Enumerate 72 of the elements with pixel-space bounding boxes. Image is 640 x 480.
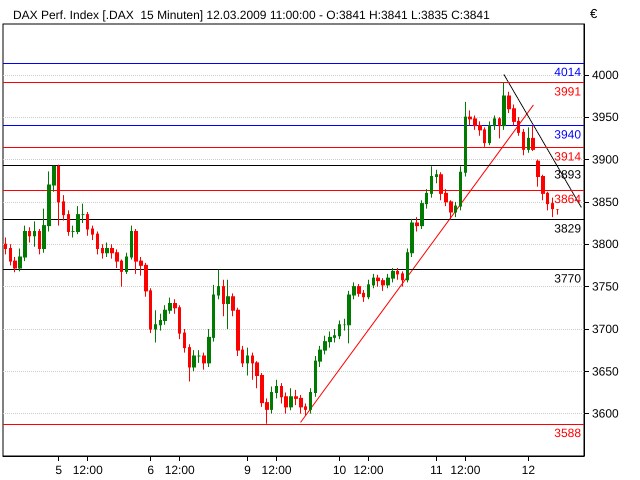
y-tick-label: 3850: [592, 194, 620, 209]
candlestick: [309, 388, 312, 414]
candlestick: [86, 212, 89, 236]
candlestick: [105, 242, 109, 258]
candlestick: [415, 216, 419, 232]
x-tick-label: 12:00: [72, 463, 104, 477]
candlestick: [401, 270, 404, 288]
candlestick: [498, 116, 501, 139]
x-tick-label: 10: [332, 463, 346, 477]
ref-line-label: 4014: [554, 64, 582, 79]
candlestick: [130, 225, 133, 260]
candlestick: [488, 120, 491, 146]
candlestick: [527, 126, 530, 154]
y-tick-label: 4000: [592, 68, 620, 82]
candlestick: [125, 252, 128, 274]
candlestick: [430, 166, 433, 198]
candlestick: [28, 226, 31, 244]
x-tick-label: 6: [147, 463, 154, 477]
candlestick: [217, 269, 220, 300]
x-tick-label: 12:00: [450, 463, 481, 477]
candlestick: [464, 101, 467, 177]
candlestick: [459, 166, 462, 211]
x-tick-label: 12:00: [354, 463, 384, 477]
y-axis-title: €: [590, 6, 598, 21]
candlestick: [551, 197, 554, 218]
candlestick: [222, 279, 225, 317]
ref-line-label: 3991: [554, 84, 582, 98]
candlestick: [96, 231, 99, 255]
x-tick-label: 9: [244, 463, 252, 477]
candlestick: [101, 244, 104, 260]
y-tick-label: 3950: [592, 110, 620, 124]
ref-line-label: 3940: [554, 128, 582, 142]
candlestick: [38, 228, 41, 255]
candlestick: [454, 201, 457, 218]
candlestick: [246, 347, 249, 376]
y-tick-label: 3700: [592, 322, 620, 336]
x-tick-label: 12:00: [262, 463, 292, 477]
x-tick-label: 12: [522, 463, 536, 477]
candlestick: [493, 114, 496, 130]
ref-line-label: 3588: [554, 426, 582, 440]
x-tick-label: 5: [55, 463, 62, 477]
candlestick: [91, 225, 94, 240]
chart-title: DAX Perf. Index [.DAX 15 Minuten] 12.03.2009 11:00:00 - O:3841 H:3841 L:3835 C:3841: [13, 8, 490, 22]
ref-line-label: 3829: [554, 222, 582, 236]
candlestick: [226, 279, 230, 330]
candlestick: [270, 386, 273, 414]
x-tick-label: 12:00: [164, 463, 196, 477]
candlestick: [289, 388, 293, 411]
candlestick: [367, 279, 370, 300]
candlestick: [275, 379, 278, 399]
candlestick: [4, 236, 7, 255]
candlestick: [154, 310, 157, 343]
candlestick: [396, 267, 399, 280]
ref-line-label: 3770: [554, 272, 582, 286]
candlestick: [183, 328, 186, 354]
ref-line-label: 3914: [554, 150, 582, 164]
candlestick: [202, 352, 206, 370]
x-tick-label: 11: [430, 463, 443, 477]
y-tick-label: 3750: [592, 280, 620, 294]
candlestick: [33, 220, 36, 248]
candlestick: [502, 82, 506, 130]
candlestick: [188, 344, 191, 382]
candlestick: [556, 209, 559, 216]
candlestick: [372, 273, 375, 289]
y-tick-label: 3800: [592, 237, 620, 252]
candlestick: [62, 194, 65, 222]
candlestick: [435, 169, 438, 184]
y-tick-label: 3650: [592, 364, 620, 378]
y-tick-label: 3600: [592, 406, 620, 421]
candlestick: [67, 210, 70, 236]
y-tick-label: 3900: [592, 152, 620, 167]
candlestick: [338, 320, 341, 340]
